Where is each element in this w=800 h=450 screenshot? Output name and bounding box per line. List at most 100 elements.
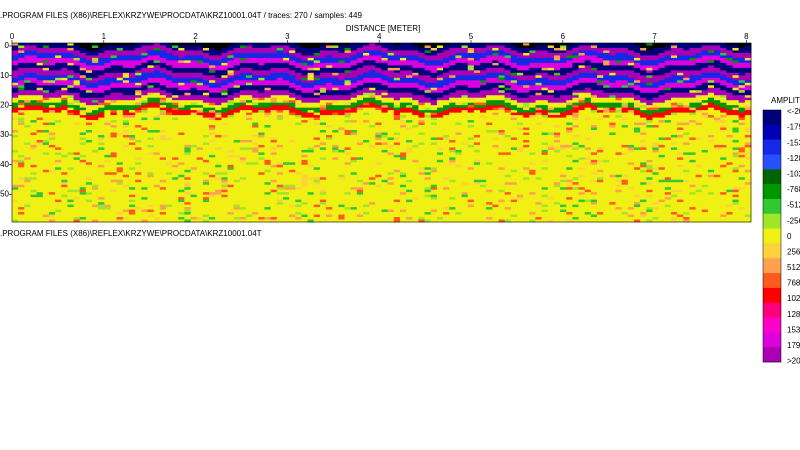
radargram-cell <box>289 107 296 111</box>
radargram-cell <box>412 52 419 56</box>
radargram-cell <box>369 177 376 181</box>
radargram-cell <box>110 117 118 121</box>
radargram-cell <box>387 92 395 96</box>
radargram-cell <box>190 90 198 94</box>
radargram-cell <box>24 147 31 151</box>
radargram-cell <box>387 130 395 133</box>
radargram-cell <box>165 97 173 101</box>
radargram-cell <box>73 97 81 101</box>
radargram-cell <box>85 219 93 223</box>
radargram-cell <box>270 65 278 69</box>
radargram-cell <box>295 189 302 193</box>
radargram-cell <box>129 182 136 186</box>
radargram-cell <box>190 122 198 126</box>
radargram-cell <box>73 102 81 106</box>
radargram-cell <box>116 82 124 86</box>
radargram-cell <box>424 67 432 71</box>
radargram-cell <box>412 92 419 96</box>
radargram-cell <box>393 197 401 201</box>
radargram-cell <box>122 97 130 101</box>
radargram-cell <box>289 162 296 166</box>
radargram-cell <box>116 130 124 133</box>
radargram-cell <box>36 97 44 101</box>
radargram-cell <box>375 204 382 208</box>
radargram-cell <box>295 120 302 123</box>
radargram-cell <box>221 55 228 59</box>
radargram-cell <box>387 60 395 64</box>
radargram-cell <box>184 77 191 81</box>
radargram-cell <box>147 130 155 133</box>
radargram-cell <box>282 164 290 168</box>
radargram-cell <box>221 199 228 203</box>
radargram-cell <box>12 105 19 109</box>
radargram-cell <box>246 115 253 118</box>
radargram-cell <box>172 154 179 158</box>
radargram-cell <box>406 77 413 81</box>
radargram-cell <box>73 149 81 153</box>
radargram-cell <box>233 95 241 99</box>
radargram-cell <box>412 120 419 123</box>
radargram-cell <box>399 207 407 210</box>
radargram-cell <box>147 202 155 205</box>
radargram-cell <box>338 152 345 156</box>
radargram-cell <box>252 137 259 141</box>
radargram-cell <box>30 115 38 118</box>
radargram-cell <box>319 95 327 99</box>
radargram-cell <box>313 110 321 114</box>
radargram-cell <box>252 85 259 89</box>
radargram-cell <box>418 162 426 166</box>
radargram-cell <box>209 112 216 116</box>
radargram-cell <box>381 149 389 153</box>
radargram-cell <box>24 75 31 79</box>
radargram-cell <box>122 130 130 133</box>
radargram-cell <box>92 60 99 64</box>
radargram-cell <box>332 110 339 114</box>
radargram-cell <box>24 194 31 198</box>
radargram-cell <box>313 120 321 123</box>
radargram-cell <box>295 169 302 173</box>
radargram-cell <box>172 169 179 173</box>
radargram-cell <box>215 117 222 121</box>
radargram-cell <box>67 144 74 148</box>
radargram-cell <box>141 77 148 81</box>
radargram-cell <box>196 65 204 69</box>
radargram-cell <box>369 72 376 76</box>
radargram-cell <box>252 120 259 123</box>
radargram-cell <box>301 100 308 104</box>
radargram-cell <box>430 189 438 193</box>
radargram-cell <box>36 87 44 91</box>
radargram-cell <box>79 43 87 46</box>
radargram-cell <box>393 52 401 56</box>
radargram-cell <box>399 162 407 166</box>
radargram-cell <box>159 55 167 59</box>
radargram-cell <box>313 105 321 109</box>
radargram-cell <box>393 75 401 79</box>
radargram-cell <box>209 157 216 161</box>
radargram-cell <box>92 122 99 126</box>
radargram-cell <box>307 167 315 171</box>
radargram-cell <box>196 85 204 89</box>
radargram-cell <box>18 105 25 109</box>
radargram-cell <box>135 164 142 168</box>
radargram-cell <box>147 219 155 223</box>
radargram-cell <box>85 112 93 116</box>
radargram-cell <box>116 92 124 96</box>
radargram-cell <box>381 167 389 171</box>
radargram-cell <box>332 55 339 59</box>
radargram-cell <box>356 52 364 56</box>
radargram-cell <box>399 169 407 173</box>
radargram-cell <box>264 202 272 205</box>
radargram-cell <box>356 212 364 215</box>
radargram-cell <box>436 43 444 46</box>
radargram-cell <box>344 102 352 106</box>
radargram-cell <box>184 177 191 181</box>
radargram-cell <box>141 209 148 213</box>
radargram-cell <box>381 179 389 183</box>
radargram-cell <box>313 87 321 91</box>
radargram-cell <box>350 212 358 215</box>
radargram-cell <box>295 80 302 84</box>
radargram-cell <box>350 97 358 101</box>
radargram-cell <box>270 125 278 128</box>
radargram-cell <box>381 207 389 210</box>
radargram-cell <box>24 142 31 146</box>
